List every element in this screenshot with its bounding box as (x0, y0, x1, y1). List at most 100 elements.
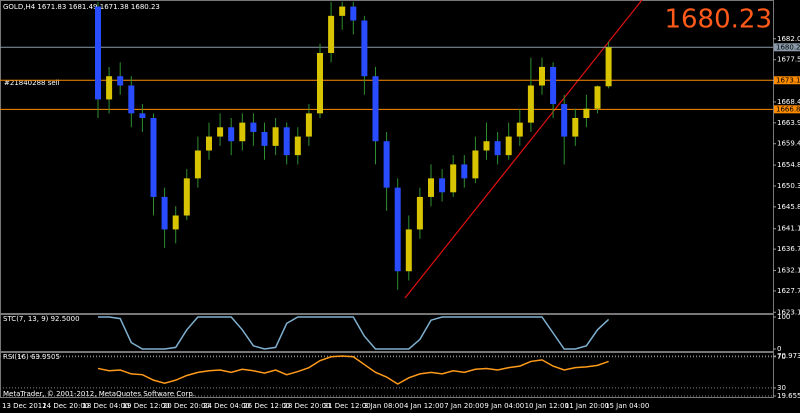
symbol-header: GOLD,H4 1671.83 1681.49 1671.38 1680.23 (3, 3, 160, 11)
time-label: 31 Dec 12:00 (324, 402, 371, 410)
y-tick-label: 30 (777, 384, 786, 392)
price-level-label: 1673.13 (776, 76, 800, 84)
y-tick-label: 0 (777, 345, 781, 353)
candle-body (439, 178, 446, 193)
y-tick-label: 70.9737 (777, 352, 800, 360)
candle-body (405, 229, 412, 272)
candle-body (317, 53, 323, 114)
candle-body (472, 150, 479, 179)
y-tick-label: 1632.16 (777, 266, 800, 274)
time-label: 15 Jan 04:00 (605, 402, 649, 410)
candle-body (583, 108, 590, 118)
y-tick-label: 1623.16 (777, 308, 800, 316)
time-label: 18 Dec 04:00 (82, 402, 129, 410)
stc-pane (0, 314, 774, 352)
y-tick-label: 70 (777, 353, 786, 361)
y-tick-label: 1636.76 (777, 245, 800, 253)
candle-body (95, 6, 101, 100)
price-level-label: 1680.23 (776, 43, 800, 51)
indicator-line (98, 316, 610, 350)
price-level-tag (774, 76, 800, 85)
candle-body (561, 104, 568, 137)
candle-body (150, 118, 157, 197)
candle-body (194, 150, 201, 179)
time-label: 3 Jan 08:00 (364, 402, 404, 410)
candle-body (250, 122, 257, 132)
time-label: 14 Dec 20:00 (42, 402, 89, 410)
candle-body (206, 136, 212, 151)
main-pane (0, 0, 774, 314)
candle-body (350, 6, 357, 21)
y-tick-label: 1645.86 (777, 203, 800, 211)
time-label: 4 Jan 12:00 (404, 402, 444, 410)
candle-body (228, 127, 235, 142)
candle-body (305, 113, 312, 137)
time-label: 7 Jan 20:00 (444, 402, 484, 410)
candle-body (172, 215, 179, 230)
candle-body (328, 15, 335, 53)
time-label: 19 Dec 12:00 (123, 402, 170, 410)
candle-body (516, 122, 523, 137)
y-tick-label: 1677.56 (777, 56, 800, 64)
candle-body (361, 20, 368, 77)
candle-body (483, 141, 490, 151)
price-level-tag (774, 43, 800, 52)
trend-line (404, 0, 643, 299)
y-tick-label: 1650.36 (777, 182, 800, 190)
candle-body (572, 118, 579, 137)
candle-body (217, 127, 224, 137)
time-label: 28 Dec 20:00 (283, 402, 330, 410)
indicator-line (97, 355, 609, 385)
rsi-pane (0, 352, 774, 398)
time-label: 9 Jan 04:00 (484, 402, 524, 410)
candle-body (605, 47, 612, 87)
y-tick-label: 1641.16 (777, 225, 800, 233)
candle-body (383, 141, 390, 188)
candle-body (161, 196, 168, 230)
candle-body (339, 6, 346, 16)
candle-body (428, 178, 434, 197)
y-tick-label: 1659.46 (777, 140, 800, 148)
candle-body (117, 76, 124, 86)
candle-body (372, 76, 379, 142)
candle-body (283, 127, 290, 156)
y-tick-label: 100 (777, 313, 790, 321)
candle-body (594, 86, 601, 109)
candle-body (461, 164, 468, 179)
candle-body (494, 141, 501, 156)
y-tick-label: 1668.46 (777, 98, 800, 106)
rsi-label: RSI(16) 63.9505 (3, 353, 60, 361)
price-level-label: 1666.87 (776, 105, 800, 113)
candle-body (272, 127, 279, 146)
candle-body (183, 178, 190, 216)
candle-body (294, 136, 301, 156)
time-label: 26 Dec 12:00 (243, 402, 290, 410)
time-label: 20 Dec 20:00 (163, 402, 210, 410)
time-label: 11 Jan 20:00 (565, 402, 609, 410)
candle-body (394, 187, 401, 272)
y-tick-label: 1654.86 (777, 161, 800, 169)
candle-body (539, 66, 545, 86)
stc-label: STC(7, 13, 9) 92.5000 (3, 315, 80, 323)
candle-body (261, 131, 268, 146)
candle-body (550, 66, 557, 105)
time-label: 13 Dec 2012 (2, 402, 47, 410)
order-label: #21840288 sell (4, 79, 60, 87)
candle-body (128, 85, 135, 114)
candle-body (527, 85, 534, 123)
time-label: 24 Dec 04:00 (203, 402, 250, 410)
footer: MetaTrader, © 2001-2012, MetaQuotes Soft… (3, 390, 195, 398)
candle-body (139, 113, 146, 118)
candle-body (416, 196, 423, 230)
y-tick-label: 19.6558 (777, 392, 800, 400)
y-tick-label: 1682.06 (777, 35, 800, 43)
y-tick-label: 1627.76 (777, 287, 800, 295)
time-label: 10 Jan 12:00 (525, 402, 569, 410)
price-level-tag (774, 105, 800, 114)
candle-body (450, 164, 457, 193)
y-tick-label: 1663.96 (777, 119, 800, 127)
candle-body (106, 76, 113, 100)
candle-body (505, 136, 512, 156)
